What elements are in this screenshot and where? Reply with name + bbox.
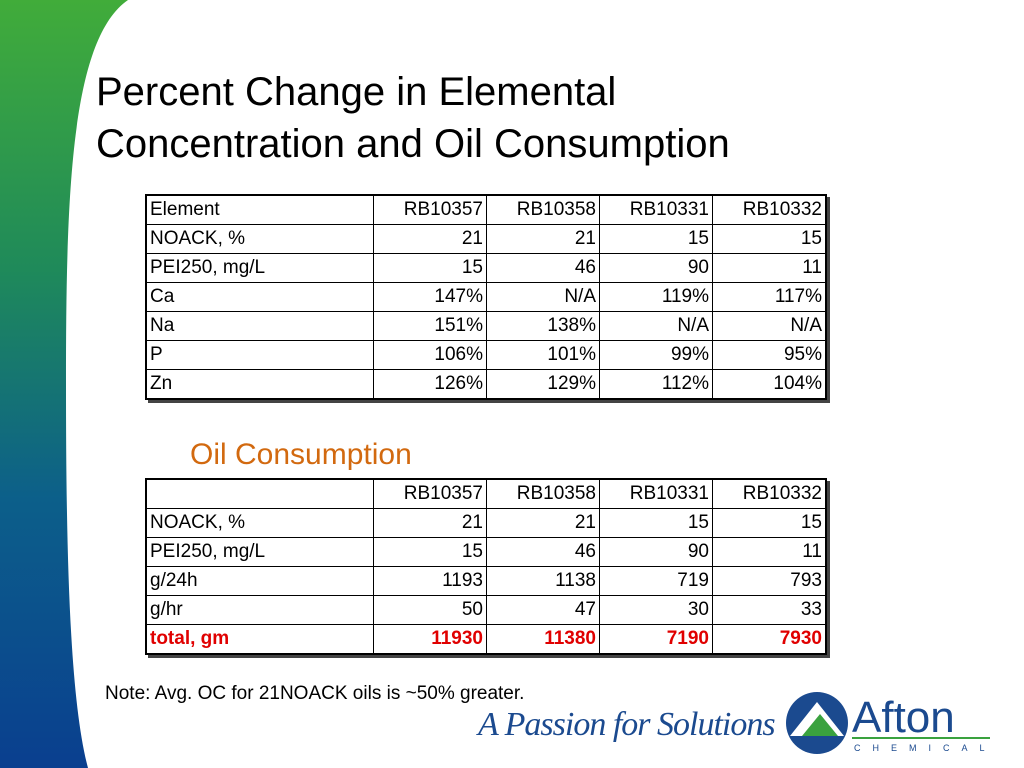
table-cell: 50 <box>373 595 487 625</box>
header-cell: RB10332 <box>712 194 827 225</box>
table-cell: 106% <box>373 340 487 370</box>
header-cell <box>145 478 374 509</box>
title-line-1: Percent Change in Elemental <box>96 70 617 114</box>
tagline: A Passion for Solutions <box>478 706 776 743</box>
table-cell: 15 <box>373 537 487 567</box>
total-row: total, gm 11930 11380 7190 7930 <box>145 624 827 655</box>
table-cell: 21 <box>373 508 487 538</box>
total-cell: 7930 <box>712 624 827 655</box>
header-cell: RB10358 <box>486 478 600 509</box>
table-row: Na 151% 138% N/A N/A <box>145 311 827 341</box>
table-cell: 46 <box>486 537 600 567</box>
table-cell: 99% <box>599 340 713 370</box>
table-row: NOACK, % 21 21 15 15 <box>145 224 827 254</box>
header-cell: RB10331 <box>599 194 713 225</box>
table-cell: 1138 <box>486 566 600 596</box>
table-cell: N/A <box>712 311 827 341</box>
table-header-row: RB10357 RB10358 RB10331 RB10332 <box>145 478 827 509</box>
table-cell: 138% <box>486 311 600 341</box>
table-cell: 15 <box>712 224 827 254</box>
table-cell: 11 <box>712 537 827 567</box>
table-cell: 793 <box>712 566 827 596</box>
total-cell: 11930 <box>373 624 487 655</box>
table-cell: 119% <box>599 282 713 312</box>
table-cell: 126% <box>373 369 487 400</box>
table-cell: 95% <box>712 340 827 370</box>
table-row: NOACK, % 21 21 15 15 <box>145 508 827 538</box>
table-cell: 33 <box>712 595 827 625</box>
table-cell: 15 <box>599 508 713 538</box>
table-cell: 21 <box>486 508 600 538</box>
table-row: g/hr 50 47 30 33 <box>145 595 827 625</box>
footnote: Note: Avg. OC for 21NOACK oils is ~50% g… <box>105 683 525 704</box>
table-cell: 104% <box>712 369 827 400</box>
total-cell: 7190 <box>599 624 713 655</box>
table-cell: N/A <box>486 282 600 312</box>
table-cell: 21 <box>486 224 600 254</box>
row-label: g/hr <box>145 595 374 625</box>
table-cell: 129% <box>486 369 600 400</box>
table-row: g/24h 1193 1138 719 793 <box>145 566 827 596</box>
table-cell: 90 <box>599 253 713 283</box>
row-label: P <box>145 340 374 370</box>
side-gradient-band <box>0 0 128 768</box>
table-cell: 11 <box>712 253 827 283</box>
table-cell: 47 <box>486 595 600 625</box>
table-row: Zn 126% 129% 112% 104% <box>145 369 827 400</box>
table-cell: 147% <box>373 282 487 312</box>
page-title: Percent Change in Elemental Concentratio… <box>96 66 730 170</box>
oil-consumption-table: RB10357 RB10358 RB10331 RB10332 NOACK, %… <box>145 478 827 655</box>
header-cell: RB10357 <box>373 478 487 509</box>
table-cell: 46 <box>486 253 600 283</box>
table-cell: 30 <box>599 595 713 625</box>
row-label: PEI250, mg/L <box>145 537 374 567</box>
header-cell: RB10332 <box>712 478 827 509</box>
oil-consumption-subtitle: Oil Consumption <box>190 438 412 471</box>
logo-wordmark: Afton <box>852 693 955 742</box>
table-row: Ca 147% N/A 119% 117% <box>145 282 827 312</box>
table-cell: 101% <box>486 340 600 370</box>
header-cell: Element <box>145 194 374 225</box>
elemental-concentration-table: Element RB10357 RB10358 RB10331 RB10332 … <box>145 194 827 400</box>
table-cell: N/A <box>599 311 713 341</box>
table-cell: 15 <box>599 224 713 254</box>
table-row: PEI250, mg/L 15 46 90 11 <box>145 537 827 567</box>
table-row: PEI250, mg/L 15 46 90 11 <box>145 253 827 283</box>
table-cell: 719 <box>599 566 713 596</box>
table-header-row: Element RB10357 RB10358 RB10331 RB10332 <box>145 194 827 225</box>
table-cell: 15 <box>373 253 487 283</box>
row-label: Ca <box>145 282 374 312</box>
table-cell: 117% <box>712 282 827 312</box>
row-label: Na <box>145 311 374 341</box>
afton-chemical-logo: Afton CHEMICAL <box>786 692 997 754</box>
table-cell: 90 <box>599 537 713 567</box>
total-cell: 11380 <box>486 624 600 655</box>
header-cell: RB10357 <box>373 194 487 225</box>
table-cell: 112% <box>599 369 713 400</box>
total-label: total, gm <box>145 624 374 655</box>
row-label: NOACK, % <box>145 224 374 254</box>
logo-subtext: CHEMICAL <box>854 743 997 753</box>
table-cell: 21 <box>373 224 487 254</box>
title-line-2: Concentration and Oil Consumption <box>96 122 730 166</box>
row-label: NOACK, % <box>145 508 374 538</box>
table-cell: 151% <box>373 311 487 341</box>
row-label: g/24h <box>145 566 374 596</box>
table-row: P 106% 101% 99% 95% <box>145 340 827 370</box>
row-label: Zn <box>145 369 374 400</box>
table-cell: 15 <box>712 508 827 538</box>
mountain-icon <box>786 692 848 754</box>
table-cell: 1193 <box>373 566 487 596</box>
header-cell: RB10331 <box>599 478 713 509</box>
header-cell: RB10358 <box>486 194 600 225</box>
row-label: PEI250, mg/L <box>145 253 374 283</box>
